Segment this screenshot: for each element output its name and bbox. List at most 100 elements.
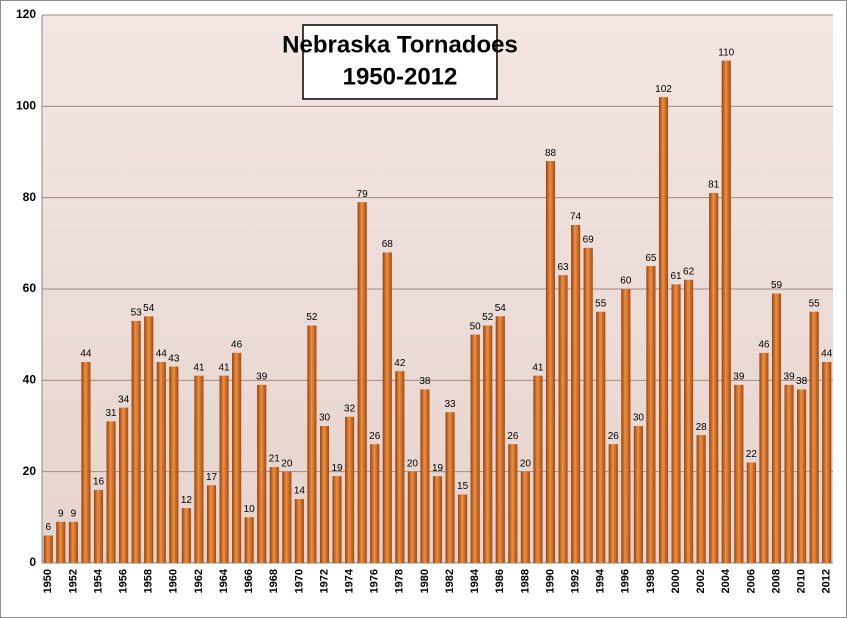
value-label: 9 [71,509,77,520]
value-label: 20 [281,458,293,469]
x-tick-label: 2008 [770,569,782,593]
x-tick-label: 1980 [419,569,431,593]
value-label: 46 [758,340,770,351]
bar-shade [734,384,744,563]
bar-shade [721,60,731,564]
bar-shade [93,489,104,563]
value-label: 52 [482,312,494,323]
value-label: 38 [419,376,431,387]
x-tick-label: 2002 [695,569,707,593]
value-label: 30 [633,413,645,424]
bar-shade [671,284,681,563]
bar-shade [219,375,229,563]
bar-shade [131,320,141,563]
x-tick-label: 1990 [544,569,556,593]
value-label: 28 [696,422,708,433]
bar-shade [332,476,342,563]
bar-shade [571,225,581,564]
y-tick-label: 40 [23,373,37,387]
bar-shade [658,97,669,563]
bar-shade [759,352,769,563]
bar-shade [633,426,643,563]
value-label: 26 [608,431,620,442]
value-label: 42 [394,358,406,369]
bar-shade [407,471,417,563]
value-label: 38 [796,376,808,387]
value-label: 26 [369,431,381,442]
bar-shade [257,384,267,563]
x-tick-label: 1972 [318,569,330,593]
bar-shade [357,202,367,563]
value-label: 88 [545,148,557,159]
value-label: 20 [520,458,532,469]
value-label: 41 [193,362,205,373]
x-tick-label: 2012 [821,569,833,593]
x-tick-label: 1956 [118,569,130,593]
value-label: 60 [620,276,632,287]
bar-shade [470,334,480,563]
value-label: 30 [319,413,331,424]
bar-shade [282,471,292,563]
value-label: 20 [407,458,419,469]
x-tick-label: 1998 [645,569,657,593]
value-label: 34 [118,394,130,405]
bar-shade [495,316,505,563]
y-tick-label: 80 [23,190,37,204]
y-tick-label: 120 [16,7,36,21]
value-label: 14 [294,486,306,497]
bar-shade [822,362,832,563]
y-tick-label: 60 [23,281,37,295]
x-tick-label: 1996 [620,569,632,593]
x-tick-label: 1976 [369,569,381,593]
x-tick-label: 1958 [143,569,155,593]
value-label: 59 [771,280,783,291]
bar-shade [432,476,443,563]
bar-shade [621,289,631,563]
bar-shade [709,193,719,563]
value-label: 79 [357,189,369,200]
value-label: 19 [331,463,343,474]
bar-shade [445,412,455,563]
bar-shade [608,444,618,563]
x-tick-label: 1994 [595,568,607,593]
bar-shade [395,371,405,563]
chart-title: Nebraska Tornadoes [282,31,518,58]
value-label: 10 [244,504,256,515]
title-box [302,24,498,100]
x-tick-label: 2000 [670,569,682,593]
bar-shade [56,521,66,563]
bar-shade [81,362,91,563]
value-label: 43 [168,353,180,364]
value-label: 17 [206,472,218,483]
bar-shade [106,421,116,563]
bar-shade [646,266,656,563]
value-label: 16 [93,477,105,488]
bar-shade [206,485,217,563]
value-label: 54 [495,303,507,314]
value-label: 68 [382,239,394,250]
bar-shade [307,325,317,563]
y-tick-label: 100 [16,99,36,113]
bar-shade [370,444,380,563]
bar-shade [119,407,129,563]
value-label: 44 [821,349,833,360]
bar-shade [294,499,304,563]
value-label: 50 [470,321,482,332]
x-tick-label: 1960 [168,569,180,593]
value-label: 39 [783,372,795,383]
value-label: 6 [45,522,51,533]
x-tick-label: 1952 [67,569,79,593]
bar-shade [244,517,254,563]
value-label: 22 [746,449,758,460]
value-label: 69 [583,235,595,246]
value-label: 33 [444,399,456,410]
bar-shade [784,384,794,563]
value-label: 63 [557,262,569,273]
x-tick-label: 1962 [193,569,205,593]
value-label: 61 [670,271,682,282]
value-label: 53 [131,308,143,319]
value-label: 62 [683,267,695,278]
value-label: 55 [809,298,821,309]
value-label: 55 [595,298,607,309]
bar-shade [797,389,807,563]
